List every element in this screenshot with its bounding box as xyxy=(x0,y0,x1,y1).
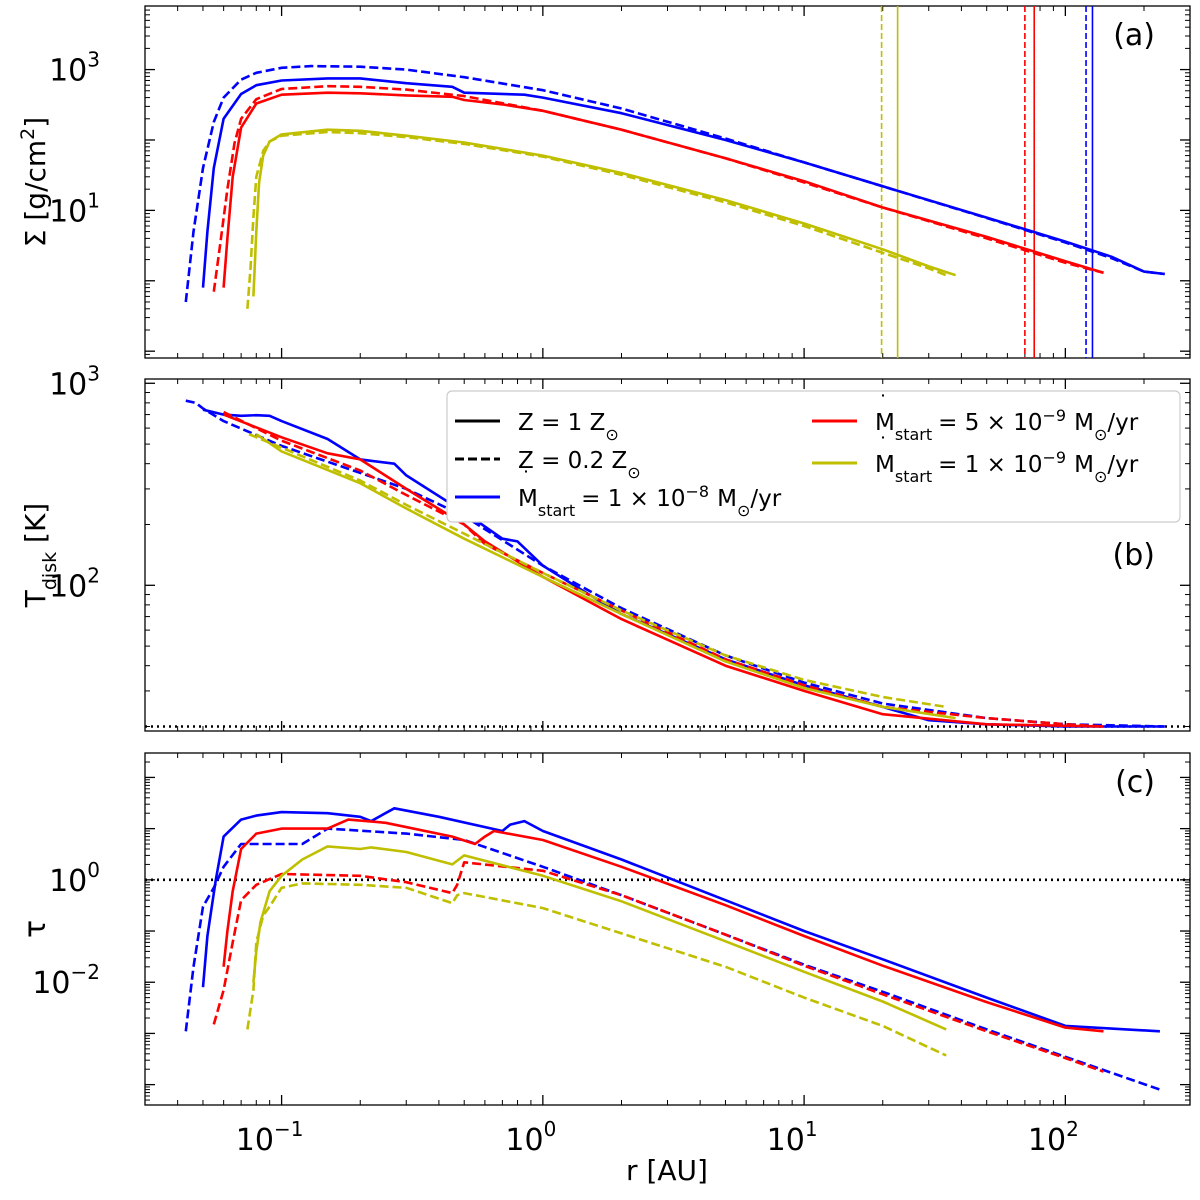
x-tick-label: 101 xyxy=(767,1117,818,1158)
panel-a-series-red-solid xyxy=(222,91,1104,288)
y-tick-exp: 3 xyxy=(87,361,100,385)
legend-red-mdot: M xyxy=(875,410,895,436)
legend-z02-sub: ⊙ xyxy=(627,463,640,482)
panel-a-ylabel-main: Σ [g/cm xyxy=(19,140,52,247)
panel-c-label: (c) xyxy=(1115,765,1155,800)
panel-c-frame xyxy=(144,752,1191,1106)
panel-b-series-blue-solid xyxy=(202,408,1165,728)
legend-z1-sub: ⊙ xyxy=(605,425,618,444)
y-tick-base: 10 xyxy=(49,864,87,899)
legend-olive-mdot: M xyxy=(875,452,895,478)
panel-a-series-red-dashed xyxy=(212,84,1104,292)
panel-a-frame xyxy=(144,5,1191,359)
legend-red-unit-tail: /yr xyxy=(1107,410,1138,436)
legend-z1-text: Z = 1 Z xyxy=(518,410,605,436)
y-tick-base: 10 xyxy=(49,367,87,402)
legend-label-olive: Mstart = 1 × 10−9 M⊙/yr xyxy=(875,448,1139,486)
panel-a-label: (a) xyxy=(1113,18,1155,53)
panel-a-ylabel-tail: ] xyxy=(19,117,52,128)
legend-blue-mdot-sub: start xyxy=(538,501,575,520)
legend-olive-mdot-dot: ˙ xyxy=(878,433,888,457)
legend-label-red: Mstart = 5 × 10−9 M⊙/yr xyxy=(875,406,1139,444)
legend-olive-unit: M xyxy=(1074,452,1094,478)
y-tick-base: 10 xyxy=(49,569,87,604)
legend-olive-value: = 1 × 10 xyxy=(938,452,1042,478)
legend-red-unit: M xyxy=(1074,410,1094,436)
panel-a-ylabel: Σ [g/cm2] xyxy=(17,117,52,247)
panel-c-series-red-solid xyxy=(222,818,1104,1033)
panel-b-y-tick-label: 103 xyxy=(49,361,100,402)
panel-c-y-tick-label: 10−2 xyxy=(32,960,100,1001)
legend-blue-exp: −8 xyxy=(686,482,710,501)
panel-a-y-tick-label: 103 xyxy=(49,48,100,89)
legend-olive-unit-tail: /yr xyxy=(1107,452,1138,478)
legend-label-z02: Z = 0.2 Z⊙ xyxy=(518,448,641,482)
panel-b-ylabel-tail: [K] xyxy=(19,503,52,552)
panel-b-series-red-dashed xyxy=(223,410,1104,728)
y-tick-exp: 2 xyxy=(87,563,100,587)
legend-olive-exp: −9 xyxy=(1043,448,1067,467)
panel-c-series-red-dashed xyxy=(212,860,1104,1073)
legend-olive-mdot-sub: start xyxy=(895,467,932,486)
legend-red-mdot-dot: ˙ xyxy=(878,391,888,415)
panel-b-y-tick-label: 102 xyxy=(49,563,100,604)
panel-a-y-tick-label: 101 xyxy=(49,188,100,229)
panel-c-ylabel: τ xyxy=(18,920,53,938)
legend-z02-text: Z = 0.2 Z xyxy=(518,448,627,474)
y-tick-exp: 1 xyxy=(87,188,100,212)
panel-c-series-blue-dashed xyxy=(184,827,1161,1091)
legend-blue-mdot: M xyxy=(518,486,538,512)
panel-a-series-olive-solid xyxy=(252,128,957,297)
panel-b-series-olive-dashed xyxy=(248,432,947,709)
panel-b-ylabel-main: T xyxy=(19,589,52,608)
panel-b-ylabel: Tdisk [K] xyxy=(19,503,61,608)
legend-blue-value: = 1 × 10 xyxy=(581,486,685,512)
x-tick-base: 10 xyxy=(236,1123,274,1158)
legend-red-value: = 5 × 10 xyxy=(938,410,1042,436)
y-tick-exp: 0 xyxy=(87,858,100,882)
panel-c-y-tick-label: 100 xyxy=(49,858,100,899)
legend-label-blue: Mstart = 1 × 10−8 M⊙/yr xyxy=(518,482,782,520)
y-tick-base: 10 xyxy=(49,54,87,89)
panel-a-series-blue-dashed xyxy=(184,64,1165,303)
x-tick-label: 102 xyxy=(1028,1117,1079,1158)
panel-b-label: (b) xyxy=(1113,538,1155,573)
panel-c-series-olive-dashed xyxy=(246,882,947,1057)
legend-label-z1: Z = 1 Z⊙ xyxy=(518,410,619,444)
x-axis-label: r [AU] xyxy=(626,1154,708,1187)
x-tick-exp: 1 xyxy=(805,1117,818,1141)
x-tick-exp: 2 xyxy=(1066,1117,1079,1141)
legend-red-exp: −9 xyxy=(1043,406,1067,425)
x-tick-label: 100 xyxy=(505,1117,556,1158)
y-tick-base: 10 xyxy=(49,194,87,229)
legend-blue-sun: ⊙ xyxy=(737,501,750,520)
x-tick-exp: −1 xyxy=(274,1117,303,1141)
y-tick-base: 10 xyxy=(32,966,70,1001)
panel-a-ylabel-sup: 2 xyxy=(17,128,39,140)
legend-blue-mdot-dot: ˙ xyxy=(521,467,531,491)
y-tick-exp: 3 xyxy=(87,48,100,72)
x-tick-base: 10 xyxy=(767,1123,805,1158)
x-tick-exp: 0 xyxy=(544,1117,557,1141)
panel-c-series-olive-solid xyxy=(252,845,947,1031)
panel-b-series-blue-dashed xyxy=(185,399,1165,728)
legend-red-mdot-sub: start xyxy=(895,425,932,444)
y-tick-exp: −2 xyxy=(71,960,100,984)
x-tick-label: 10−1 xyxy=(236,1117,304,1158)
panel-b-series-olive-solid xyxy=(255,433,956,720)
panel-c-series-blue-solid xyxy=(201,806,1160,1033)
panel-b-ylabel-sub: disk xyxy=(39,552,61,590)
panel-a-series-olive-dashed xyxy=(246,130,947,309)
panel-a-series-blue-solid xyxy=(201,77,1165,288)
legend-olive-sun: ⊙ xyxy=(1094,467,1107,486)
x-tick-base: 10 xyxy=(1028,1123,1066,1158)
legend: Z = 1 Z⊙ Z = 0.2 Z⊙ Mstart = 1 × 10−8 M⊙/y… xyxy=(446,390,1181,523)
legend-frame xyxy=(446,390,1181,523)
x-tick-base: 10 xyxy=(505,1123,543,1158)
legend-blue-unit: M xyxy=(717,486,737,512)
legend-red-sun: ⊙ xyxy=(1094,425,1107,444)
legend-blue-unit-tail: /yr xyxy=(750,486,781,512)
